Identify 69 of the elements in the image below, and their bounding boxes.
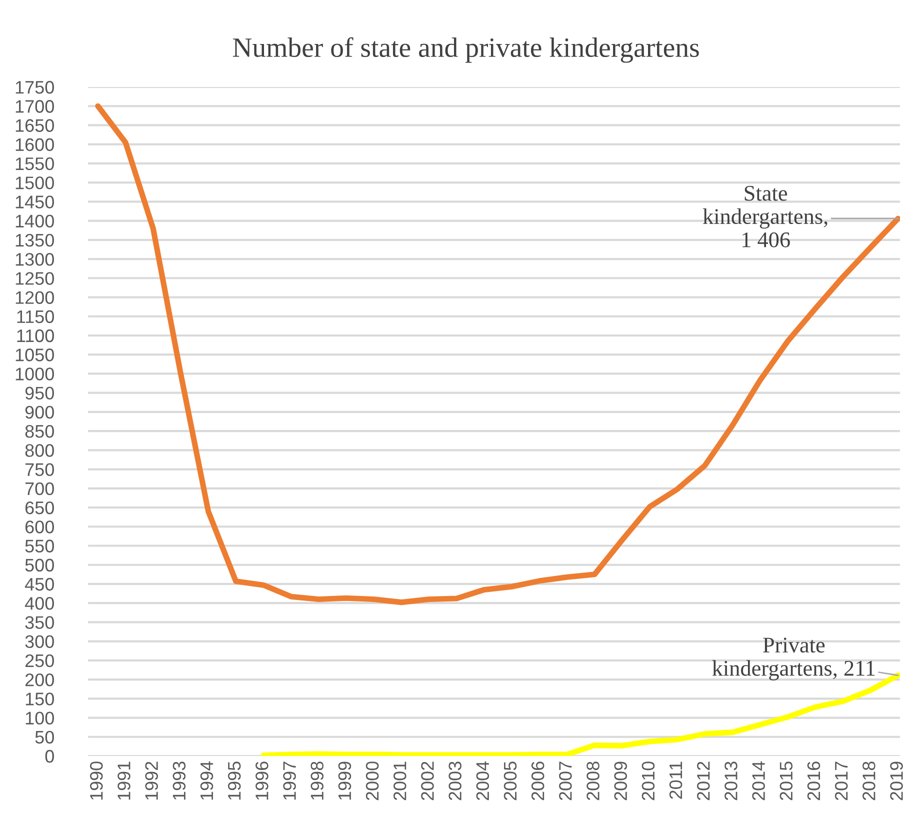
y-tick-label: 1650 bbox=[16, 119, 54, 132]
x-tick-label: 2012 bbox=[696, 762, 710, 800]
y-tick-label: 850 bbox=[25, 424, 54, 438]
y-tick-label: 700 bbox=[25, 482, 54, 496]
y-tick-label: 600 bbox=[25, 520, 54, 534]
y-tick-label: 350 bbox=[25, 616, 54, 629]
x-tick-label: 2007 bbox=[559, 762, 572, 800]
x-tick-label: 2010 bbox=[642, 762, 655, 800]
y-tick-label: 1150 bbox=[17, 310, 54, 324]
y-tick-label: 150 bbox=[26, 692, 54, 706]
x-tick-label: 1999 bbox=[338, 762, 352, 800]
y-tick-label: 450 bbox=[24, 578, 54, 591]
x-tick-label: 1997 bbox=[283, 762, 296, 800]
y-tick-label: 800 bbox=[25, 444, 54, 457]
x-tick-label: 2009 bbox=[614, 762, 628, 800]
y-tick-label: 500 bbox=[25, 558, 54, 572]
annotation: State kindergartens, 1 406 bbox=[702, 186, 828, 248]
y-tick-label: 0 bbox=[45, 750, 54, 763]
y-tick-label: 1200 bbox=[16, 291, 54, 304]
x-tick-label: 1991 bbox=[118, 762, 130, 800]
y-tick-label: 950 bbox=[25, 386, 54, 400]
x-tick-label: 2005 bbox=[504, 762, 517, 800]
x-tick-label: 2008 bbox=[586, 762, 600, 800]
annotation: Private kindergartens, 211 bbox=[712, 638, 875, 680]
y-tick-label: 750 bbox=[25, 463, 54, 476]
x-tick-label: 1998 bbox=[310, 762, 324, 800]
chart-title: Number of state and private kindergartens bbox=[232, 37, 699, 63]
y-tick-label: 250 bbox=[25, 654, 54, 668]
x-tick-label: 1994 bbox=[200, 761, 214, 800]
y-tick-label: 1100 bbox=[17, 329, 54, 342]
y-tick-label: 900 bbox=[25, 406, 54, 419]
y-tick-label: 1000 bbox=[16, 368, 54, 380]
x-tick-label: 2018 bbox=[862, 762, 876, 800]
y-tick-label: 50 bbox=[35, 730, 54, 744]
y-tick-label: 1050 bbox=[16, 348, 54, 362]
x-tick-label: 2013 bbox=[724, 762, 738, 800]
y-tick-label: 1600 bbox=[16, 138, 54, 152]
y-tick-label: 650 bbox=[25, 501, 54, 514]
y-tick-label: 1500 bbox=[16, 176, 54, 190]
y-tick-label: 100 bbox=[26, 712, 54, 724]
y-tick-label: 1300 bbox=[16, 252, 54, 266]
y-tick-label: 1550 bbox=[16, 157, 54, 170]
y-tick-label: 1350 bbox=[16, 234, 54, 247]
y-tick-label: 400 bbox=[24, 597, 54, 610]
y-tick-label: 550 bbox=[25, 540, 54, 552]
x-tick-label: 2011 bbox=[669, 762, 682, 799]
x-tick-label: 2000 bbox=[366, 762, 379, 800]
y-tick-label: 1700 bbox=[16, 100, 54, 113]
x-tick-label: 2006 bbox=[531, 762, 544, 800]
x-tick-label: 2017 bbox=[834, 762, 848, 800]
y-tick-label: 1750 bbox=[16, 80, 54, 94]
x-tick-label: 1992 bbox=[145, 762, 158, 800]
x-tick-label: 2004 bbox=[476, 761, 490, 800]
y-tick-label: 300 bbox=[25, 635, 54, 648]
x-tick-label: 2001 bbox=[393, 762, 406, 800]
x-tick-label: 1993 bbox=[172, 762, 186, 800]
y-tick-label: 1450 bbox=[16, 196, 54, 208]
x-tick-label: 2016 bbox=[807, 762, 820, 800]
x-tick-label: 2015 bbox=[780, 762, 793, 800]
x-tick-label: 2003 bbox=[448, 762, 462, 800]
x-tick-label: 2014 bbox=[752, 761, 765, 800]
x-tick-label: 1996 bbox=[256, 762, 268, 800]
y-tick-label: 1400 bbox=[16, 214, 54, 228]
x-tick-label: 1995 bbox=[228, 762, 241, 800]
x-tick-label: 2019 bbox=[890, 762, 903, 800]
y-tick-label: 1250 bbox=[16, 272, 54, 285]
y-tick-label: 200 bbox=[25, 673, 54, 686]
x-tick-label: 2002 bbox=[421, 762, 434, 800]
x-tick-label: 1990 bbox=[90, 762, 103, 800]
